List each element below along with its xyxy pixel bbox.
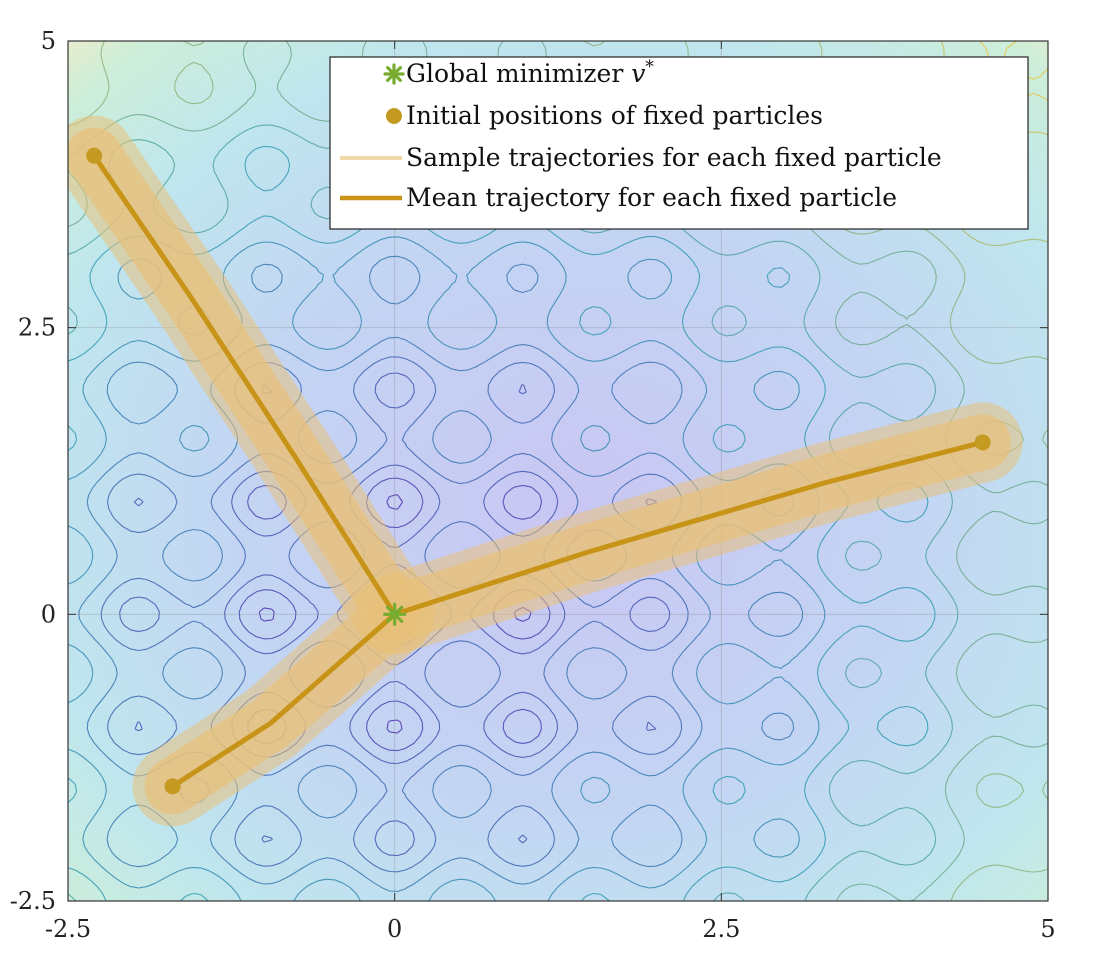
y-tick-label: -2.5 xyxy=(10,887,56,915)
fixed-particle-marker xyxy=(86,147,103,164)
legend-box xyxy=(329,56,1029,230)
legend-item-minimizer: Global minimizer v* xyxy=(383,57,654,88)
legend-label: Initial positions of fixed particles xyxy=(406,101,823,130)
legend-label-text: Global minimizer xyxy=(406,59,631,88)
legend-particle-icon xyxy=(386,108,402,124)
plot-frame xyxy=(67,40,1049,902)
x-tick-label: 5 xyxy=(1040,915,1055,943)
legend-item-mean: Mean trajectory for each fixed particle xyxy=(340,183,897,212)
y-tick-label: 0 xyxy=(41,600,56,628)
y-tick-label: 5 xyxy=(41,27,56,55)
legend-label-superscript: * xyxy=(645,57,654,77)
x-tick-label: 2.5 xyxy=(702,915,740,943)
mean-trajectory-line xyxy=(91,153,398,617)
axis-ticks xyxy=(67,40,1049,902)
legend-item-initial: Initial positions of fixed particles xyxy=(386,101,823,130)
y-tick-label: 2.5 xyxy=(18,314,56,342)
marker-layer xyxy=(86,147,991,795)
global-minimizer-marker xyxy=(383,602,407,626)
mean-trajectory-layer xyxy=(91,153,986,789)
x-axis-tick-labels: -2.5 0 2.5 5 xyxy=(45,915,1056,943)
legend-minimizer-icon xyxy=(383,63,405,85)
star-stroke xyxy=(386,66,402,82)
x-tick-label: -2.5 xyxy=(45,915,91,943)
legend-label: Global minimizer v* xyxy=(406,57,654,88)
contour-line xyxy=(100,356,689,873)
fixed-particle-marker xyxy=(974,434,991,451)
legend-label-text: Sample trajectories for each fixed parti… xyxy=(406,143,942,172)
mean-trajectory-line xyxy=(170,611,398,789)
legend: Global minimizer v* Initial positions of … xyxy=(329,56,1029,230)
legend-label-text: Mean trajectory for each fixed particle xyxy=(406,183,897,212)
y-axis-tick-labels: -2.5 0 2.5 5 xyxy=(10,27,56,915)
legend-label-math: v xyxy=(631,59,645,88)
x-tick-label: 0 xyxy=(387,915,402,943)
legend-label-text: Initial positions of fixed particles xyxy=(406,101,823,130)
fixed-particle-marker xyxy=(164,778,181,795)
legend-label: Sample trajectories for each fixed parti… xyxy=(406,143,942,172)
legend-label: Mean trajectory for each fixed particle xyxy=(406,183,897,212)
star-stroke xyxy=(385,605,404,624)
legend-item-samples: Sample trajectories for each fixed parti… xyxy=(340,143,942,172)
mean-trajectory-line xyxy=(392,439,986,617)
